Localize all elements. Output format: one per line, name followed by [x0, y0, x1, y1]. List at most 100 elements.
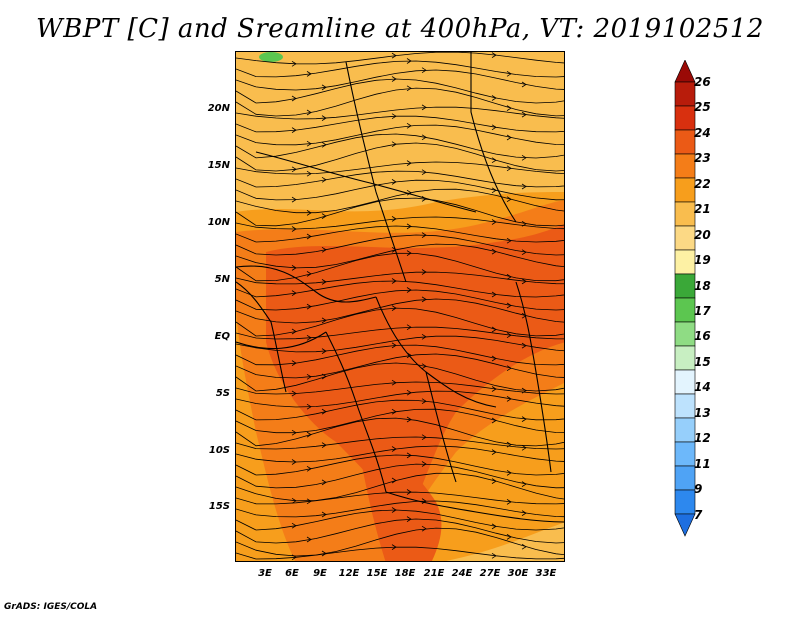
- colorbar-label: 23: [694, 151, 711, 166]
- streamline-arrow: [306, 373, 312, 380]
- colorbar-segment: [674, 225, 696, 251]
- longitude-label: 3E: [258, 568, 272, 579]
- streamline: [236, 87, 564, 117]
- colorbar-label: 9: [694, 482, 703, 497]
- colorbar-segment: [674, 153, 696, 179]
- streamline: [236, 417, 564, 447]
- streamline-arrow: [391, 246, 397, 253]
- streamline-arrow: [406, 416, 412, 423]
- colorbar-label: 14: [694, 380, 711, 395]
- streamline-arrow: [291, 265, 297, 271]
- streamline: [236, 408, 564, 434]
- streamline-arrow: [521, 416, 527, 422]
- longitude-label: 9E: [313, 568, 327, 579]
- streamline-arrow: [321, 279, 327, 285]
- streamline-arrow: [321, 246, 327, 253]
- streamline-arrow: [321, 176, 327, 183]
- streamline-arrow: [291, 290, 297, 296]
- colorbar-segment: [674, 441, 696, 467]
- streamline-arrow: [521, 154, 527, 161]
- streamline-arrow: [421, 169, 427, 176]
- streamline-arrow: [421, 104, 427, 111]
- streamline-arrow: [421, 363, 427, 370]
- streamline: [236, 436, 564, 450]
- colorbar-segment: [674, 105, 696, 131]
- streamline-arrow: [521, 111, 527, 118]
- streamline-arrow: [406, 250, 412, 256]
- streamline-arrow: [421, 269, 427, 275]
- streamline-arrow: [521, 543, 527, 550]
- streamline-arrow: [506, 396, 512, 402]
- streamline-arrow: [321, 141, 327, 148]
- streamline-arrow: [421, 134, 427, 141]
- streamline: [236, 225, 564, 243]
- streamline-arrow: [391, 76, 397, 82]
- colorbar-label: 11: [694, 456, 711, 471]
- streamline-arrow: [506, 70, 512, 77]
- colorbar-segment: [674, 393, 696, 419]
- streamline-arrow: [491, 219, 497, 225]
- streamline-arrow: [491, 52, 497, 58]
- streamline-arrow: [391, 446, 397, 452]
- colorbar-label: 15: [694, 354, 711, 369]
- streamline-arrow: [406, 58, 412, 64]
- streamline-arrow: [491, 248, 497, 255]
- streamline-arrow: [506, 365, 512, 372]
- streamline-arrow: [506, 332, 512, 339]
- streamline-arrow: [321, 317, 327, 324]
- latitude-label: 10N: [207, 217, 230, 228]
- streamline-arrow: [291, 328, 297, 335]
- longitude-label: 21E: [423, 568, 445, 579]
- streamline-arrow: [291, 127, 297, 133]
- streamline-arrow: [406, 189, 412, 196]
- latitude-label: 15S: [208, 501, 230, 512]
- streamline-arrow: [521, 481, 527, 487]
- longitude-label: 27E: [479, 568, 501, 579]
- streamline-arrow: [406, 324, 412, 331]
- streamline-arrow: [391, 52, 397, 59]
- streamline: [236, 179, 564, 201]
- streamline: [236, 500, 564, 518]
- wbpt-streamline-map: [236, 52, 564, 561]
- streamline: [236, 344, 564, 366]
- longitude-label: 33E: [535, 568, 557, 579]
- colorbar-min-arrow: [674, 513, 696, 537]
- colorbar-segment: [674, 201, 696, 227]
- streamline-arrow: [421, 296, 427, 303]
- streamline: [236, 78, 564, 104]
- streamline: [236, 115, 564, 133]
- streamline-arrow: [291, 459, 297, 465]
- colorbar-label: 12: [694, 431, 711, 446]
- streamline-arrow: [421, 398, 427, 405]
- streamline-arrow: [491, 478, 497, 484]
- streamline: [236, 216, 564, 230]
- streamline-arrow: [321, 442, 327, 448]
- streamline-arrow: [406, 489, 412, 495]
- streamline-arrow: [506, 534, 512, 540]
- map-panel: [235, 51, 565, 562]
- streamline-arrow: [321, 479, 327, 486]
- streamline: [236, 69, 564, 91]
- streamline-arrow: [391, 342, 397, 349]
- streamline-arrow: [521, 183, 527, 190]
- streamline: [236, 491, 564, 505]
- streamline-arrow: [321, 115, 327, 121]
- colorbar-segment: [674, 417, 696, 443]
- streamline-arrow: [506, 274, 512, 280]
- colorbar-label: 24: [694, 125, 711, 140]
- colorbar-segment: [674, 489, 696, 515]
- streamline-arrow: [421, 434, 427, 441]
- colorbar-label: 7: [694, 507, 703, 522]
- streamline-arrow: [391, 544, 397, 550]
- streamline-arrow: [521, 278, 527, 285]
- streamline-arrow: [391, 216, 397, 222]
- streamline-arrow: [306, 271, 312, 277]
- streamline: [236, 518, 564, 544]
- streamline-arrow: [291, 522, 297, 529]
- streamline: [236, 124, 564, 146]
- streamline: [236, 52, 564, 65]
- streamline-arrow: [421, 333, 427, 340]
- streamline-arrow: [291, 60, 297, 67]
- streamline-arrow: [521, 444, 527, 451]
- streamline: [236, 133, 564, 159]
